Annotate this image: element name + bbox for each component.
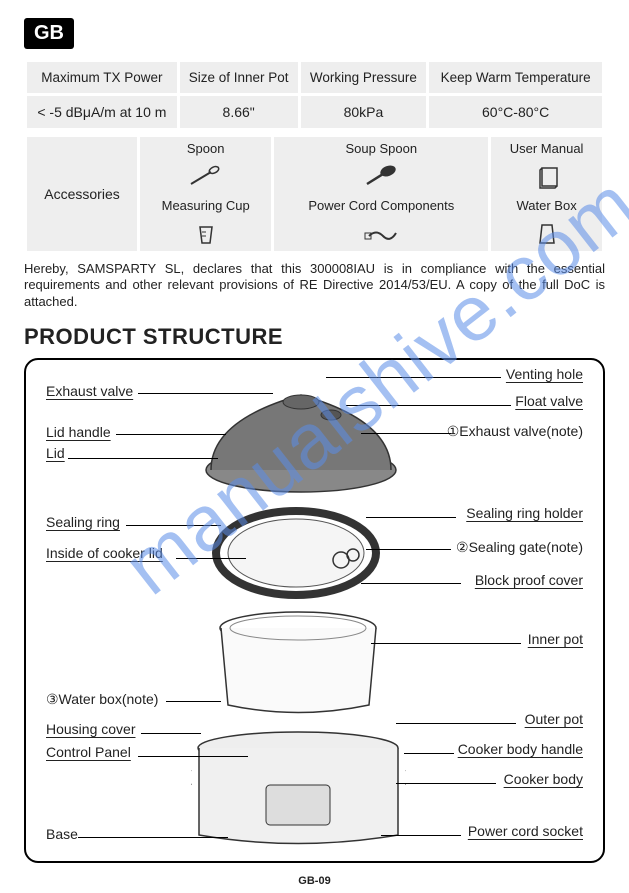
leader-line — [361, 583, 461, 584]
section-title: PRODUCT STRUCTURE — [24, 324, 605, 350]
table-row: < -5 dBμA/m at 10 m 8.66" 80kPa 60°C-80°… — [27, 96, 602, 128]
soup-spoon-icon — [274, 160, 488, 194]
label-housing-cover: Housing cover — [46, 721, 136, 737]
leader-line — [381, 835, 461, 836]
leader-line — [326, 377, 501, 378]
acc-name: User Manual — [491, 137, 602, 160]
acc-name: Spoon — [140, 137, 271, 160]
product-diagram: Exhaust valve Lid handle Lid Sealing rin… — [24, 358, 605, 863]
label-sealing-gate: ②Sealing gate(note) — [456, 539, 583, 556]
page-number: GB-09 — [0, 875, 629, 887]
label-power-cord-socket: Power cord socket — [468, 823, 583, 839]
leader-line — [116, 434, 226, 435]
leader-line — [361, 433, 451, 434]
pot-shape — [216, 610, 381, 720]
label-lid-handle: Lid handle — [46, 424, 111, 440]
header-cell: Size of Inner Pot — [180, 62, 298, 93]
leader-line — [126, 525, 221, 526]
acc-name: Power Cord Components — [274, 194, 488, 217]
leader-line — [141, 733, 201, 734]
page-content: GB Maximum TX Power Size of Inner Pot Wo… — [0, 0, 629, 863]
leader-line — [366, 517, 456, 518]
header-cell: Keep Warm Temperature — [429, 62, 602, 93]
leader-line — [346, 405, 511, 406]
label-venting-hole: Venting hole — [506, 366, 583, 382]
label-exhaust-valve-note: ①Exhaust valve(note) — [447, 423, 583, 440]
label-float-valve: Float valve — [515, 393, 583, 409]
value-cell: 60°C-80°C — [429, 96, 602, 128]
manual-icon — [491, 160, 602, 194]
label-block-proof-cover: Block proof cover — [475, 572, 583, 588]
cup-icon — [140, 217, 271, 251]
header-cell: Working Pressure — [301, 62, 427, 93]
value-cell: 8.66" — [180, 96, 298, 128]
label-inside-lid: Inside of cooker lid — [46, 545, 163, 561]
compliance-text: Hereby, SAMSPARTY SL, declares that this… — [24, 261, 605, 310]
label-cooker-body: Cooker body — [504, 771, 583, 787]
leader-line — [366, 549, 451, 550]
lid-shape — [201, 380, 401, 495]
gb-badge: GB — [24, 18, 74, 49]
value-cell: < -5 dBμA/m at 10 m — [27, 96, 177, 128]
label-lid: Lid — [46, 445, 65, 461]
acc-name: Water Box — [491, 194, 602, 217]
label-water-box: ③Water box(note) — [46, 691, 158, 708]
leader-line — [396, 723, 516, 724]
label-exhaust-valve: Exhaust valve — [46, 383, 133, 399]
leader-line — [68, 458, 218, 459]
label-sealing-ring: Sealing ring — [46, 514, 120, 530]
header-cell: Maximum TX Power — [27, 62, 177, 93]
label-cooker-body-handle: Cooker body handle — [458, 741, 583, 757]
leader-line — [371, 643, 521, 644]
leader-line — [78, 837, 228, 838]
label-base: Base — [46, 826, 78, 842]
table-row: Maximum TX Power Size of Inner Pot Worki… — [27, 62, 602, 93]
cord-icon — [274, 217, 488, 251]
label-control-panel: Control Panel — [46, 744, 131, 760]
ring-shape — [211, 505, 381, 600]
waterbox-icon — [491, 217, 602, 251]
accessories-label: Accessories — [27, 137, 137, 251]
leader-line — [138, 393, 273, 394]
spec-table: Maximum TX Power Size of Inner Pot Worki… — [24, 59, 605, 131]
label-outer-pot: Outer pot — [525, 711, 583, 727]
leader-line — [166, 701, 221, 702]
label-inner-pot: Inner pot — [528, 631, 583, 647]
acc-name: Measuring Cup — [140, 194, 271, 217]
leader-line — [176, 558, 246, 559]
leader-line — [404, 753, 454, 754]
table-row: Accessories Spoon Soup Spoon User Manual — [27, 137, 602, 160]
spoon-icon — [140, 160, 271, 194]
acc-name: Soup Spoon — [274, 137, 488, 160]
leader-line — [396, 783, 496, 784]
label-sealing-ring-holder: Sealing ring holder — [466, 505, 583, 521]
value-cell: 80kPa — [301, 96, 427, 128]
leader-line — [138, 756, 248, 757]
accessories-table: Accessories Spoon Soup Spoon User Manual… — [24, 137, 605, 251]
